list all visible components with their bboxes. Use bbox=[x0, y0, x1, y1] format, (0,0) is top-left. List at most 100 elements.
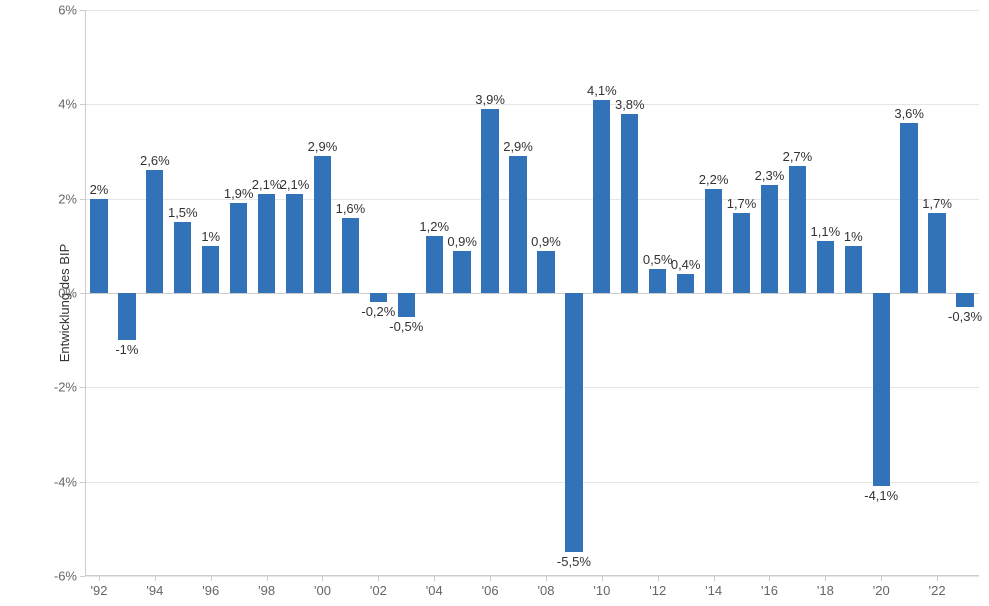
bar-value-label: 3,9% bbox=[475, 92, 505, 107]
gridline bbox=[85, 576, 979, 577]
bar bbox=[509, 156, 526, 293]
x-tick-label: '92 bbox=[90, 583, 107, 598]
bar-slot: 1,7% bbox=[728, 10, 756, 576]
bar bbox=[342, 218, 359, 293]
bar-slot: 2,3% bbox=[756, 10, 784, 576]
x-tick-label: '06 bbox=[482, 583, 499, 598]
bar-slot: -1% bbox=[113, 10, 141, 576]
bar-slot: 3,6% bbox=[895, 10, 923, 576]
bar bbox=[202, 246, 219, 293]
x-tick-label: '22 bbox=[929, 583, 946, 598]
bar-value-label: 0,9% bbox=[447, 234, 477, 249]
bar-value-label: 1,5% bbox=[168, 205, 198, 220]
y-tick-label: 2% bbox=[58, 191, 77, 206]
bar-value-label: -0,2% bbox=[361, 304, 395, 319]
bar bbox=[928, 213, 945, 293]
bar-value-label: 2,9% bbox=[308, 139, 338, 154]
bar-value-label: 1,7% bbox=[727, 196, 757, 211]
bar bbox=[621, 114, 638, 293]
bar bbox=[146, 170, 163, 293]
bar-value-label: 0,4% bbox=[671, 257, 701, 272]
bar bbox=[230, 203, 247, 293]
bar-slot: 0,4% bbox=[672, 10, 700, 576]
bar-value-label: 1% bbox=[844, 229, 863, 244]
x-tick-label: '00 bbox=[314, 583, 331, 598]
bar bbox=[956, 293, 973, 307]
chart-container: -6%-4%-2%0%2%4%6%2%-1%2,6%1,5%1%1,9%2,1%… bbox=[40, 10, 979, 576]
x-tick-label: '18 bbox=[817, 583, 834, 598]
bar-slot: 3,8% bbox=[616, 10, 644, 576]
y-tick-mark bbox=[80, 576, 85, 577]
x-tick-mark bbox=[825, 576, 826, 581]
y-tick-label: 4% bbox=[58, 97, 77, 112]
bar-value-label: 2,3% bbox=[755, 168, 785, 183]
bar-slot: 2,7% bbox=[783, 10, 811, 576]
bar-slot: 1,5% bbox=[169, 10, 197, 576]
bar bbox=[481, 109, 498, 293]
bar bbox=[453, 251, 470, 293]
bar bbox=[174, 222, 191, 293]
y-tick-label: -4% bbox=[54, 474, 77, 489]
bar-value-label: 1,6% bbox=[336, 201, 366, 216]
x-tick-label: '04 bbox=[426, 583, 443, 598]
bar bbox=[649, 269, 666, 293]
x-tick-mark bbox=[714, 576, 715, 581]
bar-slot: 2,9% bbox=[309, 10, 337, 576]
bar-slot: 1,6% bbox=[336, 10, 364, 576]
bar-slot: 0,9% bbox=[532, 10, 560, 576]
bar-value-label: 1,2% bbox=[419, 219, 449, 234]
x-tick-mark bbox=[267, 576, 268, 581]
y-tick-label: -2% bbox=[54, 380, 77, 395]
bar-value-label: -0,3% bbox=[948, 309, 982, 324]
x-tick-label: '94 bbox=[146, 583, 163, 598]
bar bbox=[398, 293, 415, 317]
bar bbox=[426, 236, 443, 293]
bar bbox=[258, 194, 275, 293]
x-tick-label: '98 bbox=[258, 583, 275, 598]
bar-slot: 1,2% bbox=[420, 10, 448, 576]
bar-slot: 1,1% bbox=[811, 10, 839, 576]
bar bbox=[90, 199, 107, 293]
bar bbox=[593, 100, 610, 293]
bar-slot: -5,5% bbox=[560, 10, 588, 576]
bar-slot: 3,9% bbox=[476, 10, 504, 576]
bar bbox=[845, 246, 862, 293]
y-tick-label: 0% bbox=[58, 286, 77, 301]
y-tick-label: 6% bbox=[58, 3, 77, 18]
bar bbox=[565, 293, 582, 552]
bar-slot: 1,9% bbox=[225, 10, 253, 576]
x-tick-mark bbox=[937, 576, 938, 581]
bar-value-label: -0,5% bbox=[389, 319, 423, 334]
bar-value-label: 3,8% bbox=[615, 97, 645, 112]
plot-area: -6%-4%-2%0%2%4%6%2%-1%2,6%1,5%1%1,9%2,1%… bbox=[85, 10, 979, 576]
bar-value-label: 2,6% bbox=[140, 153, 170, 168]
x-tick-label: '96 bbox=[202, 583, 219, 598]
x-tick-label: '16 bbox=[761, 583, 778, 598]
bar-value-label: 1,1% bbox=[811, 224, 841, 239]
bar-value-label: -1% bbox=[115, 342, 138, 357]
bar bbox=[537, 251, 554, 293]
x-tick-label: '12 bbox=[649, 583, 666, 598]
bar-value-label: -4,1% bbox=[864, 488, 898, 503]
bar bbox=[314, 156, 331, 293]
x-tick-mark bbox=[155, 576, 156, 581]
x-tick-mark bbox=[769, 576, 770, 581]
bar-slot: 2,1% bbox=[253, 10, 281, 576]
y-tick-label: -6% bbox=[54, 569, 77, 584]
bar-value-label: 2,7% bbox=[783, 149, 813, 164]
bar-slot: -4,1% bbox=[867, 10, 895, 576]
bar-value-label: 3,6% bbox=[894, 106, 924, 121]
x-tick-label: '20 bbox=[873, 583, 890, 598]
bar bbox=[761, 185, 778, 293]
bar-slot: -0,2% bbox=[364, 10, 392, 576]
bar-slot: 0,9% bbox=[448, 10, 476, 576]
bar bbox=[873, 293, 890, 486]
x-tick-label: '10 bbox=[593, 583, 610, 598]
bar-slot: 2% bbox=[85, 10, 113, 576]
bar-slot: 1% bbox=[839, 10, 867, 576]
bar bbox=[118, 293, 135, 340]
x-tick-mark bbox=[602, 576, 603, 581]
bar-slot: 2,6% bbox=[141, 10, 169, 576]
bar bbox=[370, 293, 387, 302]
bar-slot: 2,1% bbox=[281, 10, 309, 576]
